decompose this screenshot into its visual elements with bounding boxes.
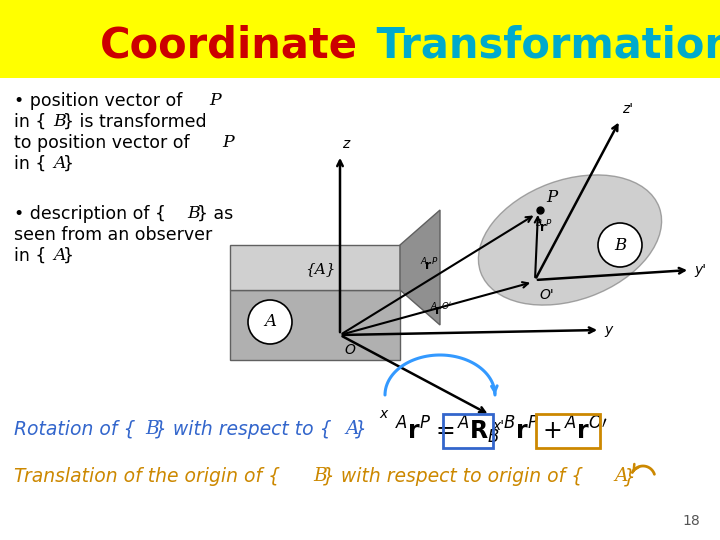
Text: Coordinate: Coordinate (100, 25, 358, 67)
Text: B: B (187, 205, 199, 222)
Text: B: B (313, 467, 327, 485)
Text: Rotation of {: Rotation of { (14, 420, 135, 439)
Text: {A}: {A} (305, 262, 336, 276)
Text: B: B (53, 113, 66, 130)
Text: A: A (53, 247, 66, 264)
Text: ${}^A\!\mathbf{r}^P$: ${}^A\!\mathbf{r}^P$ (420, 256, 438, 273)
Text: x: x (379, 407, 387, 421)
Text: A: A (53, 155, 66, 172)
Text: }: } (624, 467, 636, 486)
Polygon shape (230, 245, 400, 290)
Text: y': y' (694, 263, 706, 277)
Text: • position vector of: • position vector of (14, 92, 188, 110)
Text: to position vector of: to position vector of (14, 134, 195, 152)
Text: } with respect to origin of {: } with respect to origin of { (323, 467, 583, 486)
Text: O: O (344, 343, 355, 357)
Text: Transformations: Transformations (362, 25, 720, 67)
Text: ${}^B\!\mathbf{r}^P$: ${}^B\!\mathbf{r}^P$ (535, 218, 553, 235)
Text: }: } (355, 420, 367, 439)
Text: A: A (345, 420, 359, 438)
Text: in {: in { (14, 113, 46, 131)
Text: ${}^{\!A}\mathbf{r}^P = {}^{\!A}\mathbf{R}_B \;{}^{\!B}\mathbf{r}^P + {}^{\!A}\m: ${}^{\!A}\mathbf{r}^P = {}^{\!A}\mathbf{… (395, 415, 608, 447)
Circle shape (248, 300, 292, 344)
Text: in {: in { (14, 155, 46, 173)
Ellipse shape (478, 175, 662, 305)
Text: z': z' (622, 102, 633, 116)
Text: } is transformed: } is transformed (63, 113, 207, 131)
Text: B: B (614, 237, 626, 253)
Text: Translation of the origin of {: Translation of the origin of { (14, 467, 280, 486)
Text: A: A (614, 467, 628, 485)
Text: seen from an observer: seen from an observer (14, 226, 212, 244)
Text: A: A (264, 314, 276, 330)
Text: P: P (222, 134, 234, 151)
Text: O': O' (539, 288, 554, 302)
Polygon shape (400, 210, 440, 325)
Text: 18: 18 (683, 514, 700, 528)
Text: }: } (63, 247, 74, 265)
Text: ${}^A\!\mathbf{r}^{O'}$: ${}^A\!\mathbf{r}^{O'}$ (430, 302, 452, 318)
Text: y: y (604, 323, 612, 337)
Text: P: P (209, 92, 221, 109)
FancyBboxPatch shape (0, 0, 720, 78)
Text: }: } (63, 155, 74, 173)
Text: } as: } as (197, 205, 233, 223)
Text: x': x' (492, 419, 504, 433)
Text: • description of {: • description of { (14, 205, 166, 223)
Text: B: B (145, 420, 158, 438)
Polygon shape (230, 290, 400, 360)
Circle shape (598, 223, 642, 267)
Text: in {: in { (14, 247, 46, 265)
Text: z: z (342, 137, 349, 151)
Text: P: P (546, 189, 557, 206)
Text: } with respect to {: } with respect to { (155, 420, 331, 439)
